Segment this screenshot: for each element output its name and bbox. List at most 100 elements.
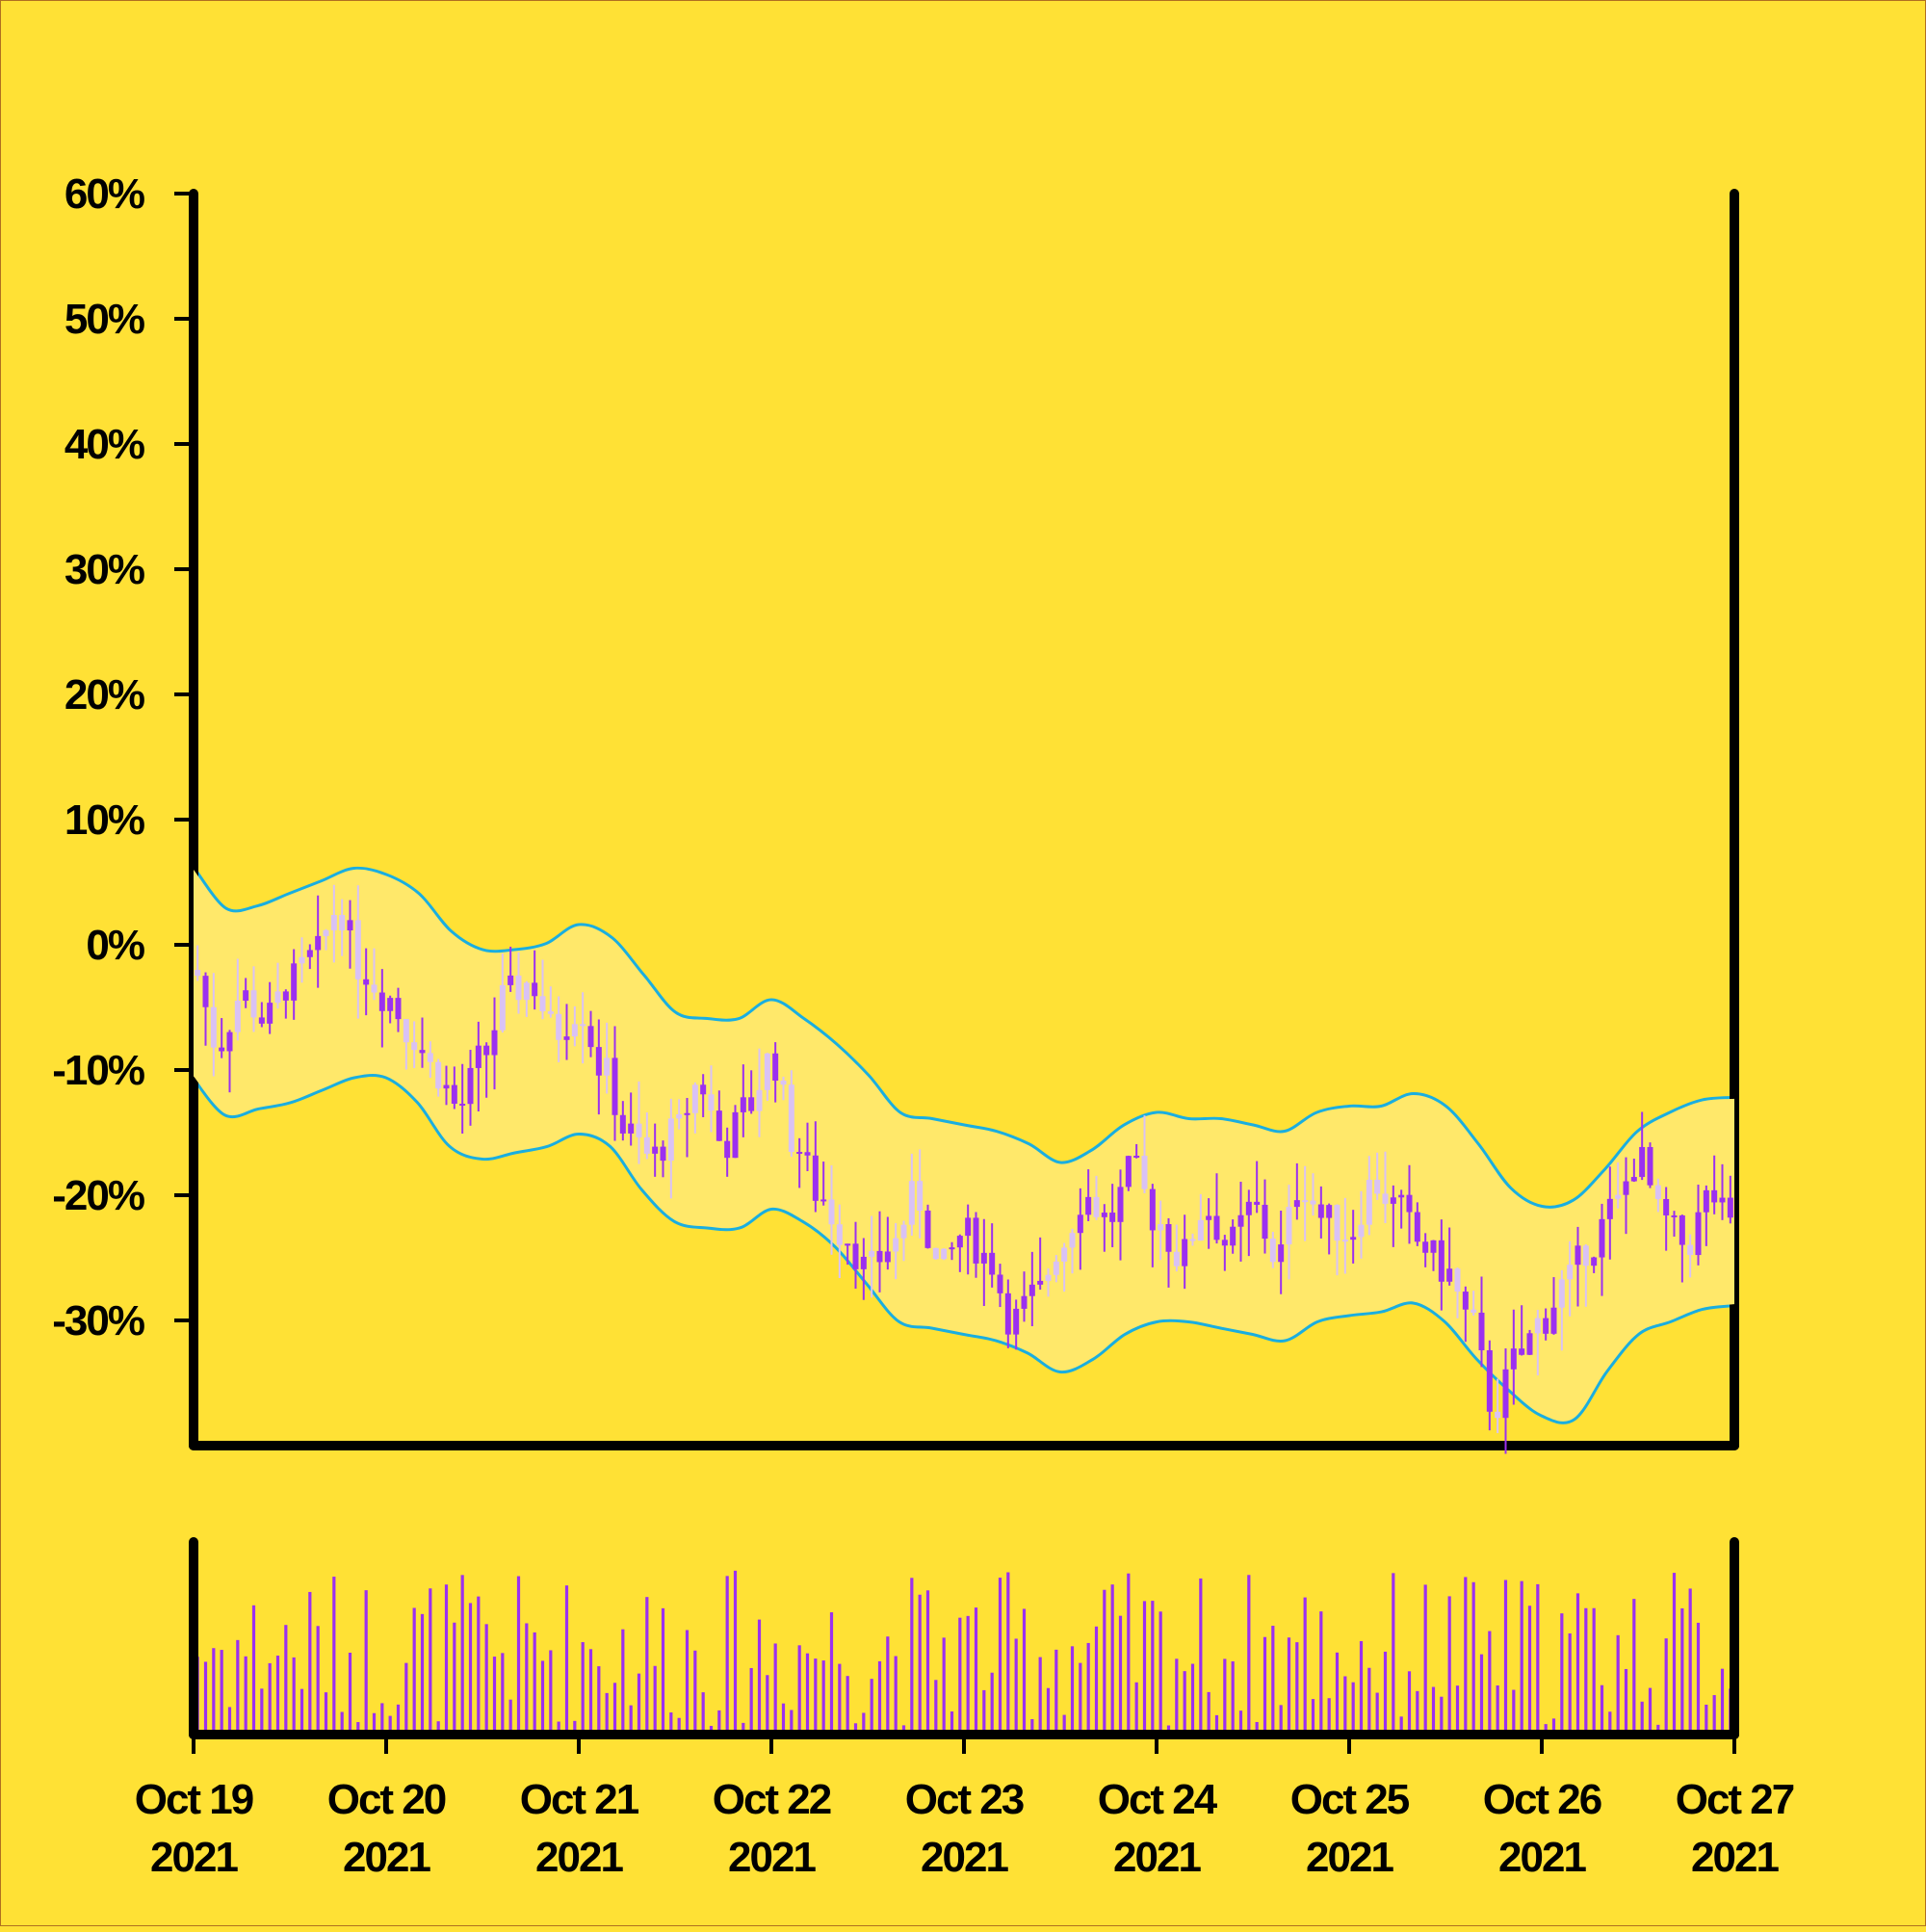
volume-bar bbox=[1038, 1657, 1042, 1735]
candle-body bbox=[1021, 1295, 1028, 1309]
candle-body bbox=[1028, 1284, 1035, 1296]
candle-body bbox=[1727, 1197, 1733, 1218]
candle-body bbox=[459, 1104, 466, 1107]
volume-bar bbox=[1656, 1724, 1660, 1735]
volume-bar bbox=[1720, 1668, 1725, 1735]
candle-body bbox=[1711, 1189, 1718, 1203]
candle-body bbox=[740, 1097, 746, 1112]
x-tick-label-date: Oct 26 bbox=[1483, 1776, 1601, 1823]
volume-bar bbox=[1151, 1601, 1155, 1735]
candle-body bbox=[1165, 1224, 1172, 1252]
volume-bar bbox=[958, 1617, 962, 1735]
volume-bar bbox=[629, 1705, 633, 1735]
volume-bar bbox=[1014, 1638, 1018, 1735]
volume-bar bbox=[1479, 1654, 1484, 1735]
volume-bar bbox=[1471, 1581, 1475, 1735]
candle-body bbox=[427, 1053, 433, 1062]
candle-body bbox=[371, 984, 377, 993]
candle-body bbox=[700, 1084, 707, 1095]
candle-body bbox=[1454, 1268, 1461, 1292]
volume-bar bbox=[1503, 1580, 1508, 1735]
volume-bar bbox=[1094, 1626, 1099, 1735]
volume-bar bbox=[260, 1688, 264, 1735]
candle-body bbox=[1061, 1247, 1068, 1262]
candle-body bbox=[243, 990, 249, 1002]
x-tick-label-year: 2021 bbox=[150, 1834, 238, 1881]
candle-body bbox=[1182, 1239, 1188, 1266]
candle-body bbox=[860, 1256, 867, 1269]
candle-body bbox=[1615, 1194, 1622, 1199]
candle-body bbox=[1037, 1280, 1044, 1285]
volume-bar bbox=[925, 1590, 930, 1735]
volume-bar bbox=[966, 1615, 970, 1735]
candle-body bbox=[1326, 1205, 1333, 1218]
volume-bar bbox=[1672, 1573, 1677, 1735]
volume-bar bbox=[453, 1622, 456, 1735]
volume-bar bbox=[814, 1658, 818, 1735]
candle-body bbox=[1286, 1207, 1292, 1245]
volume-bar bbox=[1158, 1611, 1162, 1735]
candle-body bbox=[1519, 1348, 1525, 1355]
candle-body bbox=[1085, 1196, 1092, 1215]
volume-bar bbox=[1279, 1705, 1283, 1735]
volume-bar bbox=[1584, 1607, 1588, 1735]
candle-body bbox=[636, 1123, 642, 1137]
candle-body bbox=[900, 1224, 907, 1239]
volume-bar bbox=[950, 1710, 954, 1735]
candle-body bbox=[1358, 1224, 1365, 1238]
candle-body bbox=[1510, 1348, 1517, 1370]
x-tick-label-date: Oct 24 bbox=[1098, 1776, 1218, 1823]
volume-bar bbox=[404, 1662, 408, 1735]
x-tick-label-year: 2021 bbox=[1498, 1834, 1586, 1881]
candle-body bbox=[748, 1097, 755, 1111]
volume-bar bbox=[284, 1625, 288, 1735]
volume-bar bbox=[420, 1613, 425, 1735]
x-tick-label-year: 2021 bbox=[1306, 1834, 1393, 1881]
candle-body bbox=[1109, 1213, 1116, 1222]
volume-bar bbox=[645, 1597, 649, 1735]
candle-body bbox=[1390, 1197, 1396, 1204]
volume-bar bbox=[1118, 1615, 1123, 1735]
volume-bar bbox=[717, 1710, 721, 1735]
volume-bar bbox=[1423, 1584, 1427, 1735]
candle-body bbox=[973, 1217, 979, 1264]
candle-body bbox=[354, 920, 361, 979]
candle-body bbox=[580, 1024, 586, 1027]
volume-bar bbox=[316, 1626, 320, 1735]
y-tick-label: 10% bbox=[65, 796, 144, 844]
candle-body bbox=[1149, 1188, 1156, 1231]
candle-body bbox=[1654, 1185, 1661, 1199]
volume-bar bbox=[829, 1612, 834, 1735]
y-tick-label: 40% bbox=[65, 421, 144, 468]
candle-body bbox=[980, 1252, 987, 1264]
volume-bar bbox=[1536, 1583, 1540, 1735]
candle-body bbox=[788, 1084, 794, 1153]
volume-bar bbox=[1247, 1575, 1251, 1735]
candle-body bbox=[780, 1081, 787, 1085]
volume-bar bbox=[998, 1578, 1002, 1735]
volume-bar bbox=[1640, 1701, 1644, 1735]
candle-body bbox=[1189, 1239, 1196, 1241]
candle-body bbox=[724, 1140, 731, 1159]
y-tick-label: 0% bbox=[86, 922, 143, 969]
volume-bar bbox=[1399, 1716, 1403, 1735]
volume-bar bbox=[412, 1607, 416, 1735]
volume-bar bbox=[251, 1605, 256, 1735]
volume-bar bbox=[1664, 1638, 1668, 1735]
volume-bar bbox=[1327, 1698, 1331, 1735]
candle-body bbox=[443, 1084, 450, 1089]
volume-bar bbox=[1544, 1724, 1548, 1735]
candle-body bbox=[234, 1001, 241, 1032]
candle-body bbox=[1310, 1200, 1316, 1205]
volume-bar bbox=[484, 1624, 488, 1735]
volume-bar bbox=[1183, 1671, 1186, 1735]
candle-body bbox=[258, 1017, 265, 1024]
volume-bar bbox=[1431, 1686, 1436, 1735]
volume-bar bbox=[1287, 1637, 1291, 1735]
volume-bar bbox=[1648, 1687, 1653, 1735]
candle-body bbox=[1237, 1214, 1244, 1227]
volume-bar bbox=[429, 1588, 432, 1735]
volume-bar bbox=[733, 1570, 738, 1735]
volume-bar bbox=[380, 1703, 384, 1735]
